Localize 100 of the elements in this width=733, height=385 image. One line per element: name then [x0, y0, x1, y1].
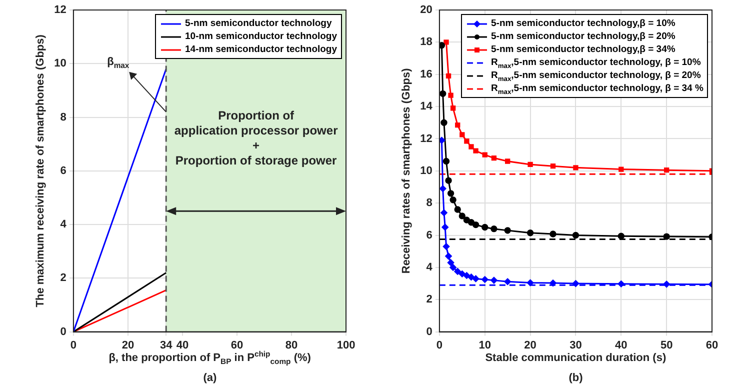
point — [442, 224, 448, 231]
x-tick-label: 20 — [122, 339, 134, 352]
point — [448, 92, 454, 98]
x-tick-label: 40 — [615, 339, 628, 352]
point — [504, 278, 511, 285]
point — [445, 252, 452, 260]
point — [618, 232, 624, 240]
point — [663, 233, 670, 240]
y-tick-label: 4 — [426, 261, 434, 274]
x-tick-label: 0 — [70, 339, 76, 352]
point — [445, 177, 452, 184]
y-tick-label: 10 — [54, 58, 66, 70]
legend-label: 10-nm semiconductor technology — [185, 30, 338, 43]
x-tick-label: 40 — [176, 339, 189, 352]
legend-label: 5-nm semiconductor technology,β = 20% — [491, 30, 676, 43]
legend-label: 5-nm semiconductor technology — [185, 17, 332, 30]
x-tick-label: 30 — [570, 339, 582, 352]
point — [504, 227, 511, 234]
legend-label: 5-nm semiconductor technology,β = 10% — [491, 17, 676, 30]
y-axis-title: Receiving rates of smartphones (Gbps) — [400, 68, 413, 274]
x-tick-label: 0 — [436, 339, 442, 352]
legend-label: R$_{max}$,5-nm semiconductor technology, β = 34 % — [491, 82, 704, 96]
point — [439, 42, 446, 49]
point — [439, 185, 446, 192]
point — [473, 148, 478, 154]
point — [454, 268, 461, 275]
point — [447, 259, 454, 266]
x-tick-label: 50 — [660, 339, 673, 352]
point — [468, 274, 475, 280]
y-tick-label: 12 — [54, 4, 66, 16]
point — [572, 280, 580, 287]
x-tick-label: 10 — [478, 339, 491, 352]
y-tick-label: 2 — [60, 272, 66, 284]
x-axis-title: Stable communication duration (s) — [485, 352, 666, 364]
x-tick-label: 80 — [285, 339, 298, 352]
point — [450, 106, 456, 111]
point — [439, 90, 446, 98]
point — [482, 276, 488, 283]
point — [572, 232, 580, 239]
text: (b) — [568, 372, 583, 384]
y-tick-label: 10 — [420, 164, 432, 177]
point — [442, 243, 450, 250]
y-tick-label: 14 — [420, 100, 434, 113]
point — [550, 163, 556, 169]
legend-label: R$_{max}$,5-nm semiconductor technology, β = 10% — [491, 56, 701, 70]
point — [526, 279, 534, 286]
point — [618, 166, 624, 172]
x-tick-label: 60 — [706, 339, 718, 352]
point — [472, 221, 480, 228]
point — [450, 196, 456, 204]
point — [455, 122, 460, 128]
point — [526, 229, 534, 236]
y-tick-label: 6 — [60, 164, 66, 177]
point — [468, 219, 475, 226]
point — [663, 280, 670, 288]
point — [447, 190, 454, 197]
point — [491, 155, 497, 161]
legend-label: 14-nm semiconductor technology — [185, 43, 338, 56]
point — [464, 138, 470, 144]
point — [440, 209, 448, 216]
y-tick-label: 8 — [426, 197, 432, 210]
y-tick-label: 16 — [420, 68, 432, 80]
point — [482, 152, 488, 158]
point — [472, 275, 480, 282]
point — [490, 225, 498, 232]
y-tick-label: 18 — [420, 36, 432, 48]
annotation: β$_{max}$ — [107, 56, 130, 70]
point — [460, 132, 465, 138]
y-axis-title: The maximum receiving rate of smartphones (Gbps) — [34, 34, 47, 308]
point — [482, 224, 488, 231]
legend-label: R$_{max}$,5-nm semiconductor technology, β = 20% — [491, 69, 701, 83]
legend-label: 5-nm semiconductor technology,β = 34% — [491, 43, 676, 56]
x-tick-label: 60 — [230, 339, 244, 352]
point — [504, 158, 510, 164]
point — [468, 144, 474, 150]
point — [444, 40, 449, 45]
x-tick-label: 100 — [336, 339, 356, 352]
y-tick-label: 0 — [60, 326, 66, 338]
point — [550, 230, 556, 238]
text: (a) — [203, 372, 217, 384]
point — [446, 73, 452, 79]
point — [463, 272, 470, 279]
y-tick-label: 4 — [60, 218, 68, 231]
y-tick-label: 0 — [426, 326, 432, 338]
point — [439, 136, 446, 144]
y-tick-label: 2 — [426, 294, 432, 306]
point — [528, 162, 533, 168]
point — [440, 119, 448, 126]
x-tick-label: 34 — [160, 339, 174, 352]
point — [458, 270, 466, 278]
point — [664, 168, 670, 173]
band-label: Proportion of application processor power + Proportion of storage power — [174, 108, 338, 168]
point — [450, 264, 456, 271]
point — [573, 165, 578, 170]
point — [458, 212, 466, 220]
x-axis-title: β, the proportion of P$_{BP}$ in P$^{chip}$$_{comp}$ (%) — [108, 349, 311, 366]
y-tick-label: 12 — [420, 132, 432, 145]
point — [550, 280, 556, 286]
y-tick-label: 20 — [420, 4, 432, 16]
y-tick-label: 6 — [426, 229, 432, 242]
